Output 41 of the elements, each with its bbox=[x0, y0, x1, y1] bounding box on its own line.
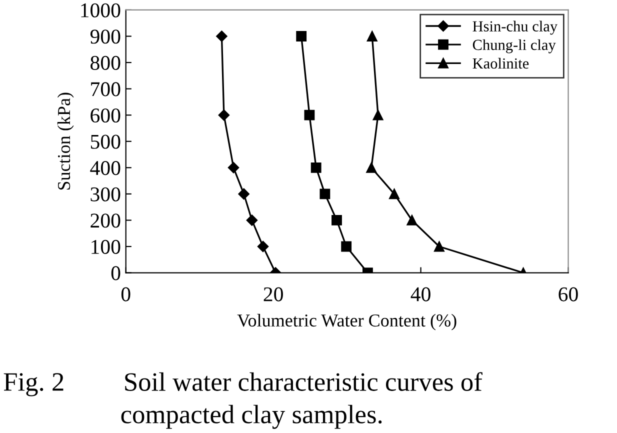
point bbox=[389, 188, 400, 200]
legend-label: Hsin-chu clay bbox=[472, 20, 558, 35]
point bbox=[216, 30, 228, 42]
x-tick-label: 60 bbox=[558, 287, 578, 302]
point bbox=[366, 162, 377, 173]
text: compacted clay samples. bbox=[121, 404, 382, 429]
point bbox=[320, 188, 330, 200]
caption: Fig. 2 bbox=[4, 373, 64, 396]
text: Soil water characteristic curves of bbox=[125, 372, 482, 391]
point bbox=[218, 109, 230, 121]
y-tick-label: 700 bbox=[91, 82, 120, 96]
y-tick-label: 600 bbox=[90, 108, 120, 123]
y-tick-label: 1000 bbox=[81, 3, 120, 18]
x-tick-label: 20 bbox=[264, 287, 283, 302]
y-tick-label: 500 bbox=[90, 134, 120, 149]
point bbox=[228, 162, 240, 174]
y-tick-label: 200 bbox=[90, 214, 120, 228]
y-tick-label: 400 bbox=[90, 161, 120, 176]
y-tick-label: 0 bbox=[111, 266, 120, 280]
y-tick-label: 300 bbox=[90, 187, 120, 202]
point bbox=[434, 241, 444, 252]
point bbox=[366, 31, 378, 42]
point bbox=[372, 110, 384, 120]
x-axis-title: Volumetric Water Content (%) bbox=[237, 314, 456, 330]
point bbox=[406, 215, 418, 226]
x-tick-label: 40 bbox=[410, 287, 430, 302]
point bbox=[257, 240, 269, 252]
y-tick-label: 800 bbox=[90, 56, 120, 70]
point bbox=[246, 214, 258, 226]
y-tick-label: 100 bbox=[92, 240, 120, 254]
point bbox=[310, 162, 322, 173]
y-tick-label: 900 bbox=[90, 30, 120, 44]
point bbox=[238, 188, 250, 200]
x-tick-label: 0 bbox=[121, 287, 130, 302]
point bbox=[304, 110, 315, 120]
legend-label: Kaolinite bbox=[472, 58, 529, 69]
y-axis-title: Suction (kPa) bbox=[57, 92, 74, 190]
legend-label: Chung-li clay bbox=[472, 39, 556, 54]
point bbox=[341, 241, 352, 252]
point bbox=[332, 215, 342, 226]
point bbox=[296, 31, 307, 42]
